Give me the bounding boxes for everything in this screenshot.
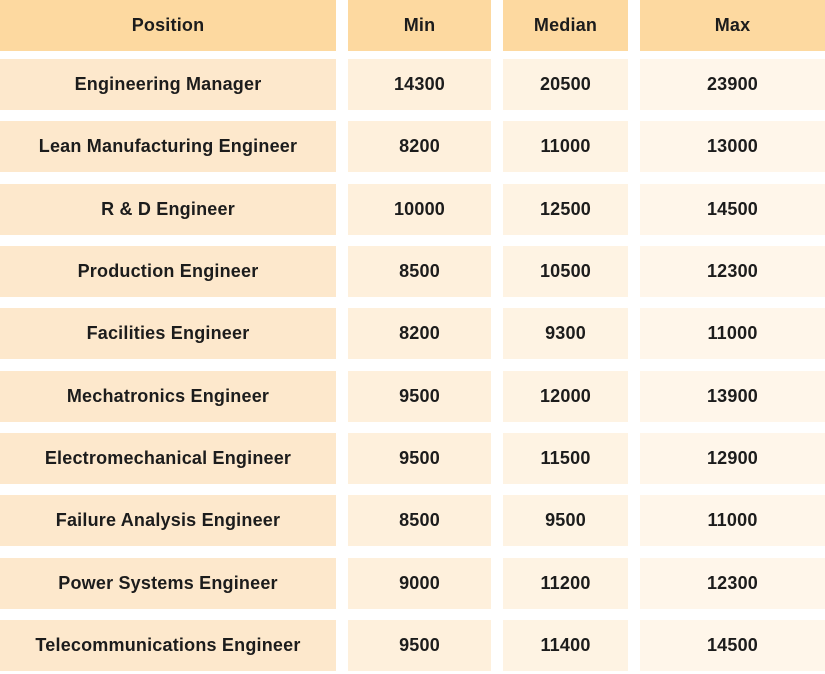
min-cell: 9500: [348, 371, 491, 422]
min-cell: 8200: [348, 121, 491, 172]
table-row: Lean Manufacturing Engineer 8200 11000 1…: [0, 121, 825, 172]
header-min: Min: [348, 0, 491, 51]
table-row: Facilities Engineer 8200 9300 11000: [0, 308, 825, 359]
position-cell: Electromechanical Engineer: [0, 433, 336, 484]
max-cell: 13900: [640, 371, 825, 422]
min-cell: 9500: [348, 433, 491, 484]
max-cell: 13000: [640, 121, 825, 172]
median-cell: 11500: [503, 433, 628, 484]
min-cell: 8500: [348, 495, 491, 546]
max-cell: 14500: [640, 184, 825, 235]
min-cell: 8200: [348, 308, 491, 359]
median-cell: 10500: [503, 246, 628, 297]
position-cell: Telecommunications Engineer: [0, 620, 336, 671]
median-cell: 9500: [503, 495, 628, 546]
max-cell: 11000: [640, 308, 825, 359]
min-cell: 10000: [348, 184, 491, 235]
min-cell: 9500: [348, 620, 491, 671]
median-cell: 11400: [503, 620, 628, 671]
header-median: Median: [503, 0, 628, 51]
position-cell: Production Engineer: [0, 246, 336, 297]
min-cell: 9000: [348, 558, 491, 609]
max-cell: 12300: [640, 246, 825, 297]
median-cell: 11000: [503, 121, 628, 172]
position-cell: Lean Manufacturing Engineer: [0, 121, 336, 172]
max-cell: 12900: [640, 433, 825, 484]
min-cell: 14300: [348, 59, 491, 110]
header-max: Max: [640, 0, 825, 51]
position-cell: Facilities Engineer: [0, 308, 336, 359]
median-cell: 12500: [503, 184, 628, 235]
table-row: Telecommunications Engineer 9500 11400 1…: [0, 620, 825, 671]
median-cell: 11200: [503, 558, 628, 609]
position-cell: Power Systems Engineer: [0, 558, 336, 609]
median-cell: 20500: [503, 59, 628, 110]
position-cell: Failure Analysis Engineer: [0, 495, 336, 546]
table-header-row: Position Min Median Max: [0, 0, 825, 51]
median-cell: 9300: [503, 308, 628, 359]
max-cell: 14500: [640, 620, 825, 671]
position-cell: Mechatronics Engineer: [0, 371, 336, 422]
table-row: Failure Analysis Engineer 8500 9500 1100…: [0, 495, 825, 546]
median-cell: 12000: [503, 371, 628, 422]
table-row: Power Systems Engineer 9000 11200 12300: [0, 558, 825, 609]
max-cell: 12300: [640, 558, 825, 609]
table-row: Electromechanical Engineer 9500 11500 12…: [0, 433, 825, 484]
min-cell: 8500: [348, 246, 491, 297]
position-cell: Engineering Manager: [0, 59, 336, 110]
table-row: Mechatronics Engineer 9500 12000 13900: [0, 371, 825, 422]
table-row: Engineering Manager 14300 20500 23900: [0, 59, 825, 110]
position-cell: R & D Engineer: [0, 184, 336, 235]
header-position: Position: [0, 0, 336, 51]
table-row: R & D Engineer 10000 12500 14500: [0, 184, 825, 235]
max-cell: 11000: [640, 495, 825, 546]
table-row: Production Engineer 8500 10500 12300: [0, 246, 825, 297]
max-cell: 23900: [640, 59, 825, 110]
